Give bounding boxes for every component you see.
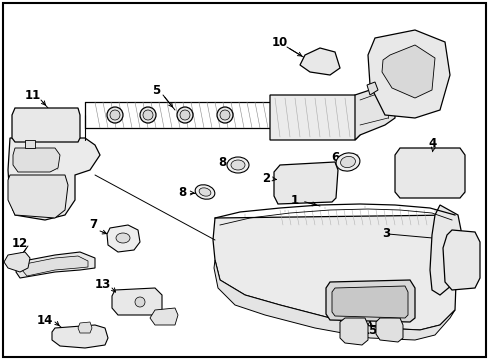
Polygon shape [25,140,35,148]
Text: 8: 8 [178,185,186,198]
Text: 14: 14 [37,314,53,327]
Circle shape [180,110,190,120]
Ellipse shape [116,233,130,243]
Ellipse shape [226,157,248,173]
Circle shape [142,110,153,120]
Text: 15: 15 [361,324,377,337]
Polygon shape [325,280,414,322]
Text: 5: 5 [152,84,160,96]
Circle shape [220,110,229,120]
Text: 8: 8 [218,156,225,168]
Polygon shape [13,148,60,172]
Polygon shape [213,215,457,330]
Polygon shape [366,82,377,95]
Text: 11: 11 [25,89,41,102]
Polygon shape [367,30,449,118]
Text: 13: 13 [95,279,111,292]
Ellipse shape [340,157,355,167]
Polygon shape [22,256,88,276]
Text: 2: 2 [262,171,269,185]
Text: 7: 7 [89,217,97,230]
Polygon shape [429,205,461,295]
Polygon shape [78,322,92,333]
Circle shape [217,107,232,123]
Polygon shape [4,252,30,272]
Polygon shape [442,230,479,290]
Circle shape [177,107,193,123]
Circle shape [110,110,120,120]
Circle shape [107,107,123,123]
Polygon shape [375,318,402,342]
Polygon shape [214,260,454,340]
Polygon shape [269,95,359,140]
Polygon shape [339,318,367,345]
Ellipse shape [199,188,210,196]
Circle shape [135,297,145,307]
Text: 9: 9 [405,73,413,86]
Text: 4: 4 [428,136,436,149]
Polygon shape [12,108,80,142]
Polygon shape [8,138,100,220]
Circle shape [140,107,156,123]
Polygon shape [112,288,162,315]
Polygon shape [354,85,394,140]
Polygon shape [273,162,337,204]
Polygon shape [331,286,407,318]
Ellipse shape [230,160,244,170]
Text: 12: 12 [12,237,28,249]
Text: 3: 3 [381,226,389,239]
Text: 6: 6 [330,150,339,163]
Polygon shape [8,175,68,218]
Polygon shape [299,48,339,75]
Polygon shape [150,308,178,325]
Ellipse shape [195,185,214,199]
Text: 10: 10 [271,36,287,49]
Polygon shape [16,252,95,278]
Polygon shape [52,325,108,348]
Polygon shape [381,45,434,98]
Text: 1: 1 [290,194,299,207]
Polygon shape [394,148,464,198]
Ellipse shape [335,153,359,171]
Polygon shape [107,225,140,252]
